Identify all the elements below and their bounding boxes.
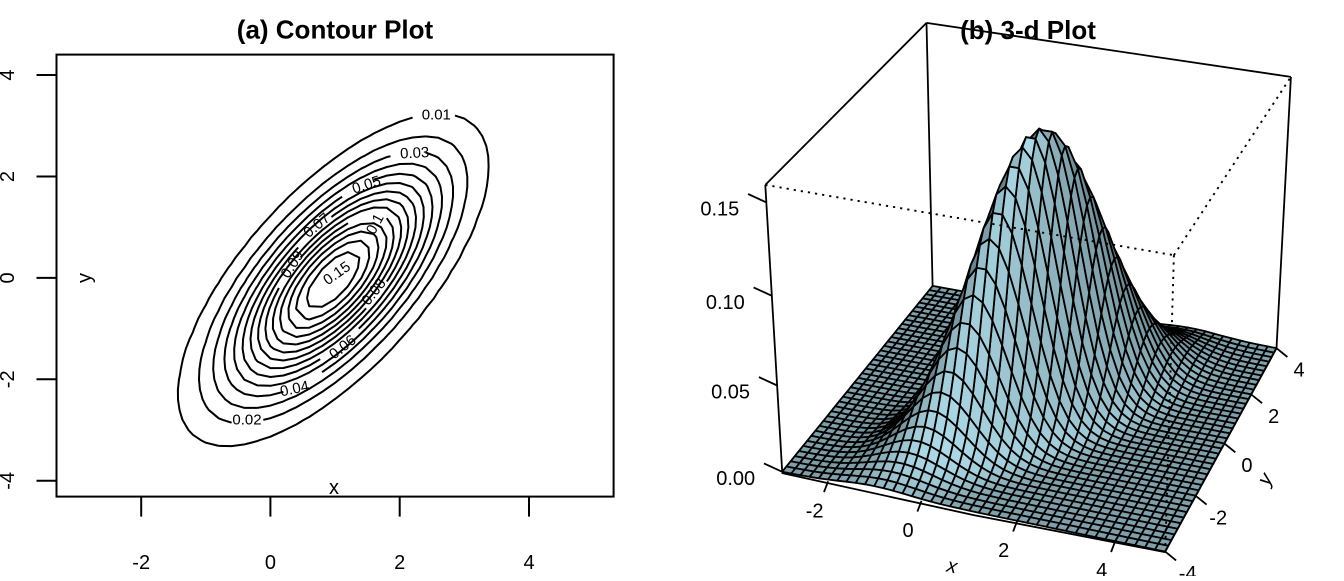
svg-text:2: 2 (998, 540, 1009, 562)
svg-text:x: x (329, 477, 339, 499)
svg-text:4: 4 (0, 69, 19, 80)
svg-text:4: 4 (1293, 360, 1304, 382)
svg-text:y: y (74, 273, 96, 283)
svg-text:-4: -4 (0, 472, 19, 490)
svg-text:0: 0 (265, 552, 276, 574)
svg-text:-2: -2 (806, 500, 824, 522)
svg-text:-2: -2 (132, 552, 150, 574)
svg-text:4: 4 (523, 552, 534, 574)
svg-text:0: 0 (902, 520, 913, 542)
svg-text:(a) Contour Plot: (a) Contour Plot (237, 14, 434, 44)
svg-text:0.04: 0.04 (279, 378, 311, 401)
svg-text:0.01: 0.01 (422, 106, 451, 123)
svg-text:2: 2 (0, 171, 19, 182)
svg-text:0.15: 0.15 (700, 198, 739, 220)
svg-text:-4: -4 (1179, 563, 1197, 576)
svg-text:0.00: 0.00 (716, 468, 755, 490)
svg-text:0: 0 (0, 272, 19, 283)
svg-text:2: 2 (1268, 406, 1279, 428)
svg-text:0.10: 0.10 (706, 292, 745, 314)
svg-text:0.02: 0.02 (232, 412, 261, 429)
svg-text:-2: -2 (1209, 507, 1227, 529)
svg-text:-2: -2 (0, 370, 19, 388)
svg-text:0: 0 (1241, 455, 1252, 477)
svg-text:(b) 3-d Plot: (b) 3-d Plot (960, 15, 1096, 45)
svg-text:0.03: 0.03 (400, 144, 430, 163)
svg-text:2: 2 (394, 552, 405, 574)
svg-text:4: 4 (1096, 560, 1107, 576)
svg-text:0.05: 0.05 (711, 382, 750, 404)
